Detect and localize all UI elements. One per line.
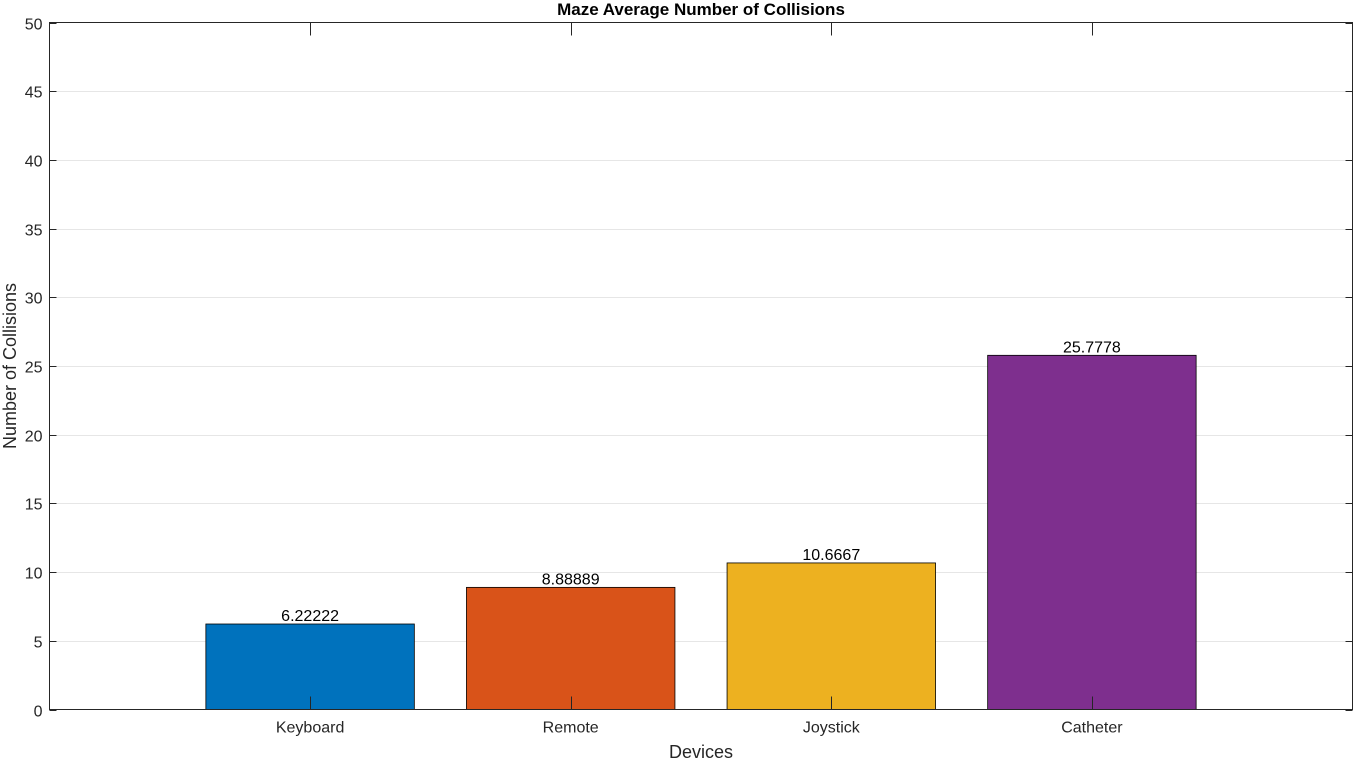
y-tick-label: 0 [34,704,43,721]
y-tick-label: 50 [25,17,43,34]
y-tick-label: 45 [25,85,43,102]
x-tick-label: Joystick [803,720,861,737]
bar-value-label: 6.22222 [281,608,339,625]
y-tick-label: 20 [25,429,43,446]
bar-value-label: 10.6667 [802,547,860,564]
tick-labels: 0 5 10 15 20 25 30 35 40 45 50 Keyboard 6.22222 Remot… [25,17,1124,737]
axis-ticks [49,22,1353,711]
bar-joystick [726,562,936,710]
y-tick-label: 10 [25,566,43,583]
chart-title: Maze Average Number of Collisions [557,0,845,19]
y-tick-label: 35 [25,223,43,240]
x-axis-label: Devices [669,742,733,760]
bar-keyboard [205,623,415,710]
y-tick-label: 5 [34,635,43,652]
bar-catheter [987,354,1197,710]
y-tick-label: 15 [25,497,43,514]
y-tick-label: 25 [25,360,43,377]
bar-value-label: 25.7778 [1063,339,1121,356]
x-tick-label: Keyboard [276,720,345,737]
x-tick-label: Remote [543,720,599,737]
x-tick-label: Catheter [1061,720,1123,737]
y-gridlines [49,91,1353,642]
bar-value-label: 8.88889 [542,571,600,588]
y-axis-label: Number of Collisions [0,283,20,449]
bars [205,354,1197,710]
y-tick-label: 30 [25,291,43,308]
bar-remote [466,586,676,710]
y-tick-label: 40 [25,154,43,171]
